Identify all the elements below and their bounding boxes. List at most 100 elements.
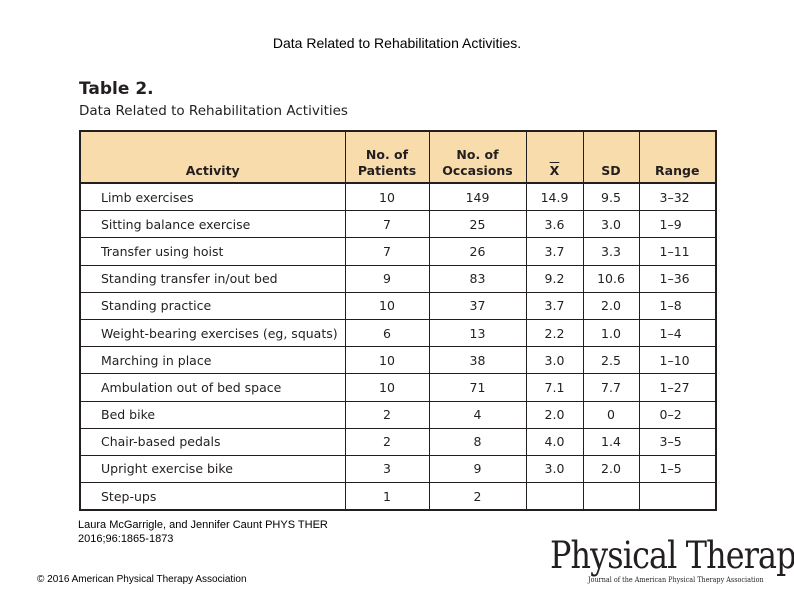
cell-activity: Weight-bearing exercises (eg, squats) [79,318,346,348]
cell-sd: 1.0 [582,318,640,348]
cell-patients: 3 [344,454,430,484]
table-row: Chair-based pedals 2 8 4.0 1.4 3–5 [79,427,717,456]
cell-range: 1–4 [638,318,717,348]
cell-sd [582,482,640,511]
cell-range: 3–5 [638,427,717,456]
table-row: Upright exercise bike 3 9 3.0 2.0 1–5 [79,454,717,484]
cell-occasions: 2 [428,482,527,511]
header-mean: X [525,130,584,184]
citation-line-2: 2016;96:1865-1873 [78,533,174,545]
rehabilitation-activities-table: Activity No. of Patients No. of Occasion… [79,130,717,512]
cell-mean: 14.9 [525,182,584,212]
cell-occasions: 71 [428,373,527,402]
cell-range: 1–5 [638,454,717,484]
copyright: © 2016 American Physical Therapy Associa… [37,574,247,585]
cell-range: 0–2 [638,400,717,429]
cell-sd: 3.0 [582,210,640,239]
cell-mean: 9.2 [525,264,584,293]
cell-occasions: 25 [428,210,527,239]
physical-therapy-logo: Physical Therapy Journal of the American… [550,534,794,588]
cell-patients: 6 [344,318,430,348]
cell-activity: Standing transfer in/out bed [79,264,346,293]
cell-mean: 4.0 [525,427,584,456]
cell-occasions: 4 [428,400,527,429]
cell-mean: 3.7 [525,291,584,320]
cell-occasions: 9 [428,454,527,484]
table-row: Standing transfer in/out bed 9 83 9.2 10.6 1–… [79,264,717,293]
mean-symbol: X [549,163,560,178]
cell-mean: 7.1 [525,373,584,402]
cell-sd: 2.5 [582,346,640,375]
cell-range: 3–32 [638,182,717,212]
cell-range: 1–9 [638,210,717,239]
cell-activity: Chair-based pedals [79,427,346,456]
cell-range [638,482,717,511]
cell-activity: Upright exercise bike [79,454,346,484]
cell-mean: 2.0 [525,400,584,429]
cell-sd: 7.7 [582,373,640,402]
logo-title: Physical Therapy [550,534,794,577]
cell-activity: Step-ups [79,482,346,511]
table-body: Limb exercises 10 149 14.9 9.5 3–32 Sitting ba… [79,182,717,511]
cell-mean: 3.0 [525,454,584,484]
cell-sd: 3.3 [582,237,640,266]
cell-patients: 7 [344,237,430,266]
table-row: Weight-bearing exercises (eg, squats) 6 13… [79,318,717,348]
cell-occasions: 8 [428,427,527,456]
slide-title: Data Related to Rehabilitation Activitie… [272,35,522,51]
cell-range: 1–27 [638,373,717,402]
table-label: Table 2. [79,79,154,99]
citation: Laura McGarrigle, and Jennifer Caunt PHY… [78,518,328,546]
header-activity: Activity [79,130,346,184]
table-row: Transfer using hoist 7 26 3.7 3.3 1–11 [79,237,717,266]
cell-activity: Transfer using hoist [79,237,346,266]
cell-activity: Sitting balance exercise [79,210,346,239]
cell-sd: 0 [582,400,640,429]
table-row: Sitting balance exercise 7 25 3.6 3.0 1–9 [79,210,717,239]
table-row: Standing practice 10 37 3.7 2.0 1–8 [79,291,717,320]
header-patients: No. of Patients [344,130,430,184]
cell-patients: 1 [344,482,430,511]
table-row: Bed bike 2 4 2.0 0 0–2 [79,400,717,429]
header-sd: SD [582,130,640,184]
table-row: Step-ups 1 2 [79,482,717,511]
table-row: Ambulation out of bed space 10 71 7.1 7.7 1–2… [79,373,717,402]
cell-patients: 10 [344,346,430,375]
header-range: Range [638,130,717,184]
cell-activity: Standing practice [79,291,346,320]
cell-occasions: 37 [428,291,527,320]
header-occasions: No. of Occasions [428,130,527,184]
cell-occasions: 38 [428,346,527,375]
cell-sd: 2.0 [582,291,640,320]
cell-occasions: 13 [428,318,527,348]
cell-mean: 3.0 [525,346,584,375]
cell-mean: 3.7 [525,237,584,266]
table-caption: Data Related to Rehabilitation Activitie… [79,103,348,119]
cell-patients: 10 [344,373,430,402]
cell-patients: 9 [344,264,430,293]
cell-mean: 3.6 [525,210,584,239]
table-row: Limb exercises 10 149 14.9 9.5 3–32 [79,182,717,212]
cell-mean [525,482,584,511]
cell-range: 1–36 [638,264,717,293]
cell-sd: 9.5 [582,182,640,212]
cell-activity: Ambulation out of bed space [79,373,346,402]
cell-activity: Limb exercises [79,182,346,212]
table-row: Marching in place 10 38 3.0 2.5 1–10 [79,346,717,375]
cell-activity: Bed bike [79,400,346,429]
cell-occasions: 149 [428,182,527,212]
cell-mean: 2.2 [525,318,584,348]
cell-range: 1–8 [638,291,717,320]
cell-patients: 10 [344,182,430,212]
cell-patients: 2 [344,427,430,456]
logo-subtitle: Journal of the American Physical Therapy… [588,575,764,584]
table-header-row: Activity No. of Patients No. of Occasion… [79,130,717,184]
citation-line-1: Laura McGarrigle, and Jennifer Caunt PHY… [78,519,328,531]
cell-range: 1–10 [638,346,717,375]
cell-sd: 10.6 [582,264,640,293]
cell-activity: Marching in place [79,346,346,375]
cell-sd: 2.0 [582,454,640,484]
cell-occasions: 26 [428,237,527,266]
cell-patients: 7 [344,210,430,239]
cell-patients: 10 [344,291,430,320]
